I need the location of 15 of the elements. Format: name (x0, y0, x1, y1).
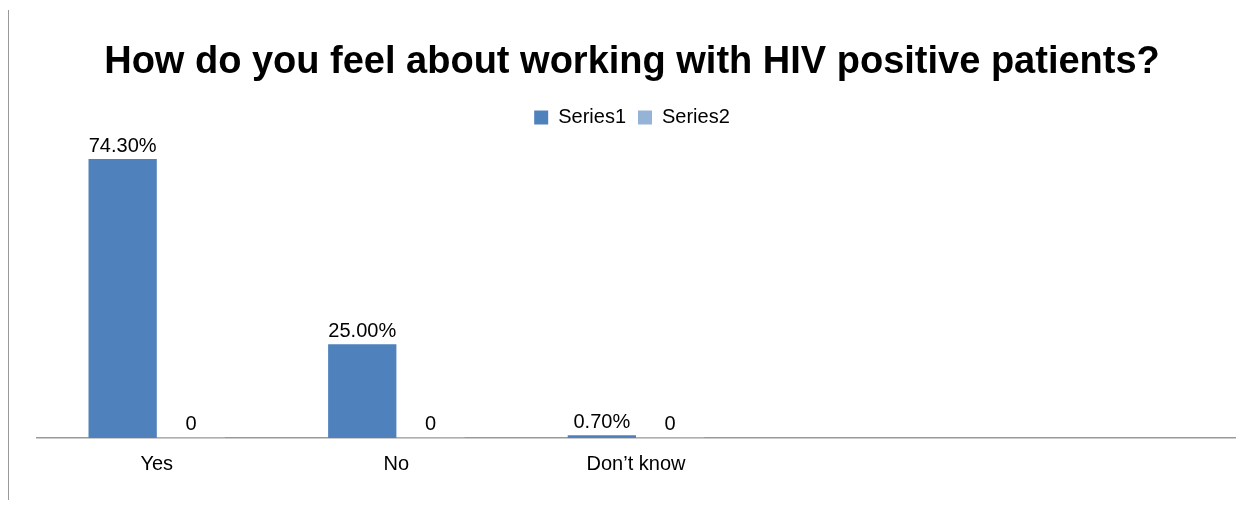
data-label: 0 (424, 411, 437, 434)
bar (567, 435, 636, 438)
chart-title: How do you feel about working with HIV positive patients? (104, 39, 1160, 82)
legend-label: Series2 (662, 105, 730, 128)
data-label: 0.70% (573, 409, 631, 432)
x-tick-label: Yes (140, 451, 174, 474)
data-label: 0 (664, 411, 676, 434)
bar (328, 344, 397, 438)
data-label: 25.00% (328, 318, 397, 341)
bar (88, 159, 157, 438)
data-label: 74.30% (88, 133, 157, 156)
data-label: 0 (185, 411, 197, 434)
x-tick-label: No (383, 451, 410, 474)
legend-label: Series1 (558, 105, 626, 128)
x-tick-label: Don’t know (586, 451, 687, 474)
